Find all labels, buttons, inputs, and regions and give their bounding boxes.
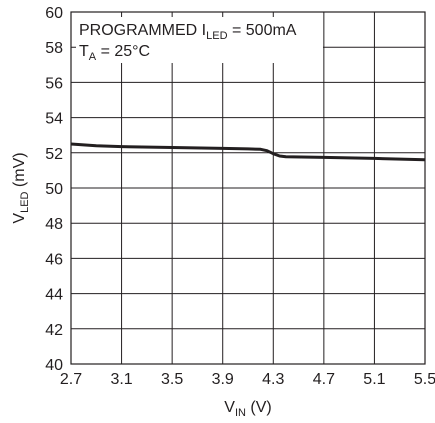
x-tick-label: 3.5 xyxy=(161,371,183,388)
y-tick-label: 52 xyxy=(45,146,63,163)
x-tick-label: 5.1 xyxy=(363,371,385,388)
x-tick-label: 3.1 xyxy=(110,371,132,388)
x-tick-label: 4.7 xyxy=(313,371,335,388)
y-tick-label: 60 xyxy=(45,5,63,22)
x-axis-label: VIN (V) xyxy=(224,399,271,419)
y-tick-label: 46 xyxy=(45,251,63,268)
y-axis-label: VLED (mV) xyxy=(11,152,31,223)
y-tick-label: 44 xyxy=(45,287,63,304)
x-tick-label: 2.7 xyxy=(60,371,82,388)
y-tick-label: 54 xyxy=(45,111,63,128)
series-line xyxy=(70,142,426,162)
x-tick-label: 4.3 xyxy=(262,371,284,388)
y-tick-label: 56 xyxy=(45,75,63,92)
grid xyxy=(70,11,426,365)
y-tick-label: 58 xyxy=(45,40,63,57)
y-tick-labels: 40 42 44 46 48 50 52 54 56 58 60 xyxy=(45,5,63,374)
y-tick-label: 40 xyxy=(45,357,63,374)
y-tick-label: 42 xyxy=(45,322,63,339)
series-group xyxy=(70,142,426,162)
x-tick-labels: 2.7 3.1 3.5 3.9 4.3 4.7 5.1 5.5 xyxy=(60,371,435,388)
plot-frame xyxy=(70,11,426,365)
annotation-line: PROGRAMMED ILED = 500mA xyxy=(79,22,297,42)
y-tick-label: 48 xyxy=(45,216,63,233)
x-tick-label: 3.9 xyxy=(212,371,234,388)
x-tick-label: 5.5 xyxy=(414,371,435,388)
annotation-background xyxy=(76,17,323,63)
y-tick-label: 50 xyxy=(45,181,63,198)
annotation-line: TA = 25°C xyxy=(79,43,150,63)
